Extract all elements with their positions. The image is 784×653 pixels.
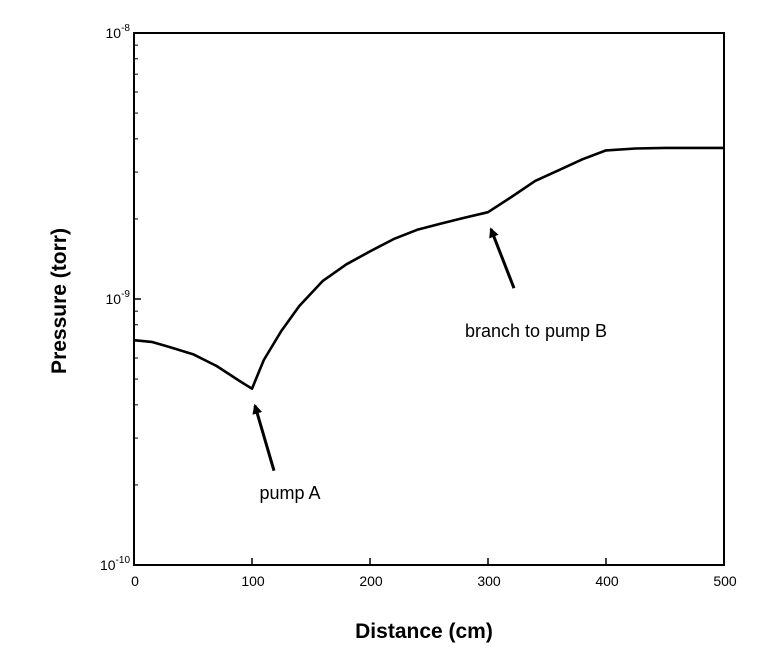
plot-area-frame xyxy=(133,32,725,566)
x-tick-label: 200 xyxy=(359,573,383,589)
y-tick-label: 10-9 xyxy=(106,289,131,307)
x-tick-label: 500 xyxy=(713,573,737,589)
annotation-arrow xyxy=(489,227,516,289)
pressure-curve xyxy=(133,146,724,391)
annotation-arrow xyxy=(252,403,276,472)
x-tick-label: 100 xyxy=(241,573,265,589)
y-axis-title: Pressure (torr) xyxy=(48,228,71,374)
x-axis-ticks: 0 100 200 300 400 500 xyxy=(131,558,737,589)
annotation-layer: pump A branch to pump B xyxy=(252,227,607,503)
x-axis-title: Distance (cm) xyxy=(355,620,493,643)
annotation-label: branch to pump B xyxy=(465,321,607,341)
x-tick-label: 0 xyxy=(131,573,139,589)
y-tick-label: 10-8 xyxy=(106,23,131,41)
annotation-label: pump A xyxy=(259,483,320,503)
x-tick-label: 300 xyxy=(477,573,501,589)
y-axis-ticks: 10-10 10-9 10-8 xyxy=(100,23,141,573)
y-tick-label: 10-10 xyxy=(100,555,130,573)
x-tick-label: 400 xyxy=(595,573,619,589)
series-layer xyxy=(133,146,724,391)
